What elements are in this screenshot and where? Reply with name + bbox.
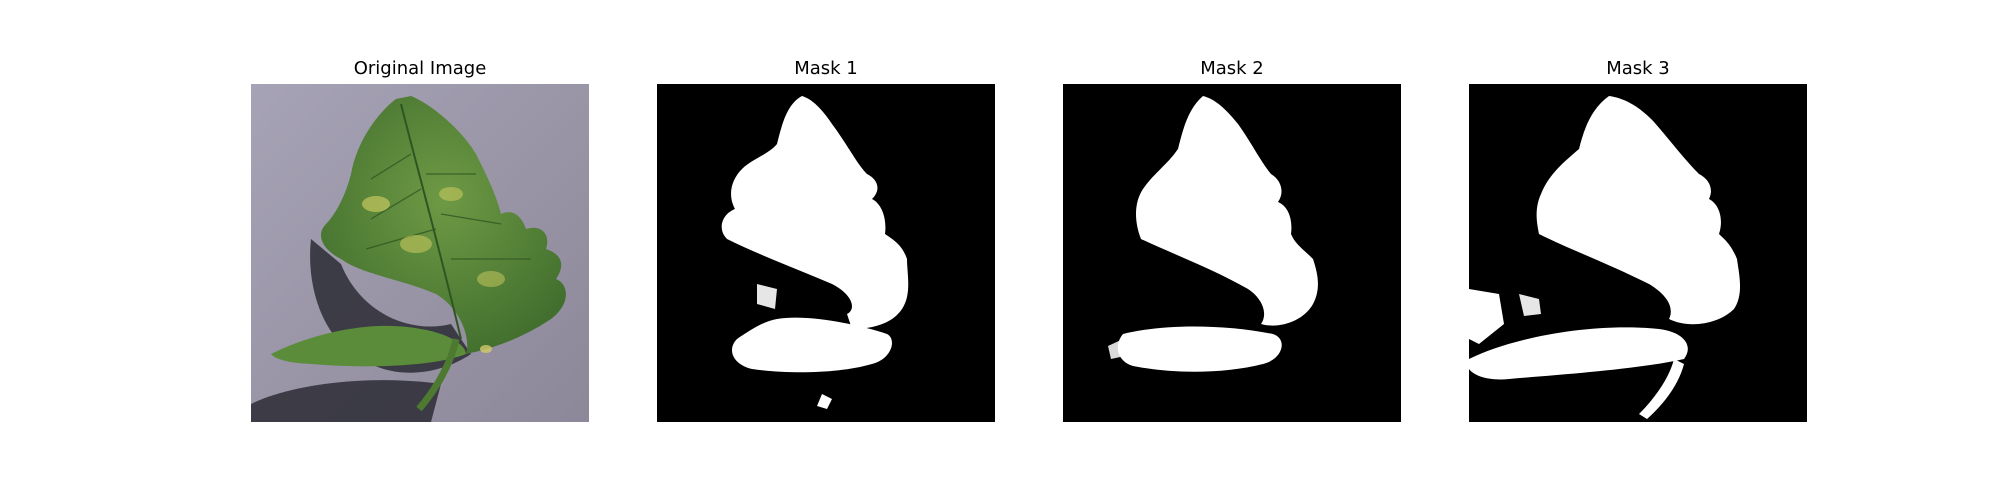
panel-mask-3: Mask 3 xyxy=(1469,0,1807,500)
mask-3-lower-region xyxy=(1469,327,1688,380)
stem-shadow xyxy=(251,380,441,422)
mask-3-stem xyxy=(1639,359,1684,419)
leaf-blade xyxy=(321,96,566,354)
mask-2-lower-region xyxy=(1117,326,1282,372)
mask-1-image xyxy=(657,84,995,422)
lower-leaflet xyxy=(271,325,466,367)
mask-2-image xyxy=(1063,84,1401,422)
original-leaf-photo xyxy=(251,84,589,422)
mask-1-fragment xyxy=(817,394,832,409)
panel-title: Original Image xyxy=(353,58,487,79)
panel-title: Mask 3 xyxy=(1606,58,1670,79)
mask-1-leaf-region xyxy=(721,96,909,329)
mask-3-left-blob xyxy=(1469,289,1504,344)
panel-mask-1: Mask 1 xyxy=(657,0,995,500)
panel-mask-2: Mask 2 xyxy=(1063,0,1401,500)
leaf-midrib xyxy=(400,103,462,340)
panel-title: Mask 1 xyxy=(794,58,858,79)
panel-original: Original Image xyxy=(251,0,589,500)
mask-3-image xyxy=(1469,84,1807,422)
mask-2-leaf-region xyxy=(1136,96,1318,326)
mask-3-leaf-region xyxy=(1536,96,1741,325)
mask-1-lower-region xyxy=(732,317,892,373)
leaf-stem xyxy=(416,338,460,412)
panel-title: Mask 2 xyxy=(1200,58,1264,79)
